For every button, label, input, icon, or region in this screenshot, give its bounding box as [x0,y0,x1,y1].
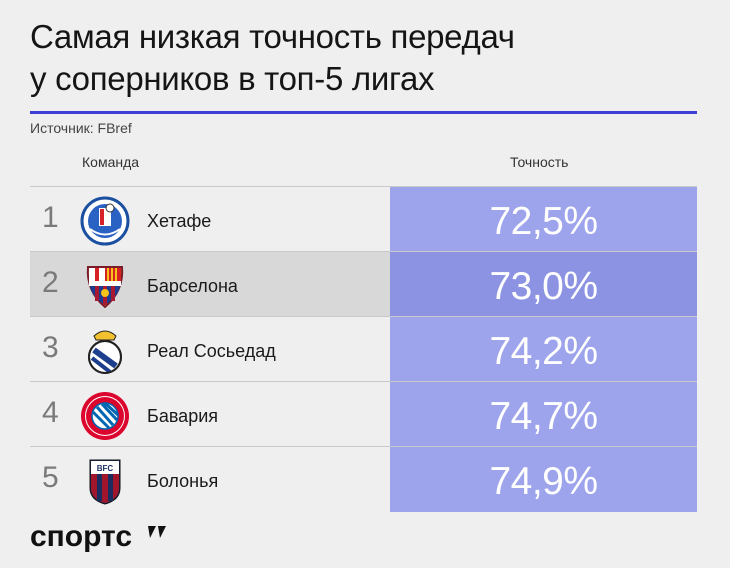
accuracy-cell: 74,7% [390,382,697,447]
accuracy-cell: 72,5% [390,187,697,252]
accuracy-value: 74,9% [489,460,598,503]
rank-number: 2 [42,266,59,299]
table-row: 5 BFC Болонья 74,9% [30,446,697,512]
team-name: Барселона [147,276,238,296]
accuracy-table: 1 Хетафе 72,5% 2 Барселона 73,0% 3 Реал Сось… [30,186,697,512]
chart-title: Самая низкая точность передач у соперник… [30,16,710,100]
rank-number: 5 [42,461,59,494]
rank-number: 1 [42,201,59,234]
team-name: Болонья [147,471,219,491]
barcelona-crest-icon [80,261,130,311]
title-divider [30,111,697,114]
team-name: Бавария [147,406,219,426]
column-header-team: Команда [82,154,140,170]
table-row: 2 Барселона 73,0% [30,251,697,317]
rank-number: 3 [42,331,59,364]
getafe-crest-icon [80,196,130,246]
svg-text:спортс: спортс [30,520,132,552]
team-name: Реал Сосьедад [147,341,276,361]
source-note: Источник: FBref [30,120,132,136]
bayern-crest-icon [80,391,130,441]
column-header-accuracy: Точность [510,154,569,170]
accuracy-cell: 74,9% [390,447,697,512]
svg-text:BFC: BFC [97,464,114,473]
title-line-1: Самая низкая точность передач [30,18,515,55]
accuracy-value: 74,7% [489,395,598,438]
accuracy-value: 72,5% [489,200,598,243]
bologna-crest-icon: BFC [80,456,130,506]
team-name: Хетафе [147,211,212,231]
table-row: 1 Хетафе 72,5% [30,186,697,252]
accuracy-cell: 74,2% [390,317,697,382]
accuracy-cell: 73,0% [390,252,697,317]
rank-number: 4 [42,396,59,429]
accuracy-value: 73,0% [489,265,598,308]
sports-ru-logo: спортс [30,520,170,557]
accuracy-value: 74,2% [489,330,598,373]
real-sociedad-crest-icon [80,326,130,376]
title-line-2: у соперников в топ-5 лигах [30,60,435,97]
table-row: 4 Бавария 74,7% [30,381,697,447]
table-row: 3 Реал Сосьедад 74,2% [30,316,697,382]
